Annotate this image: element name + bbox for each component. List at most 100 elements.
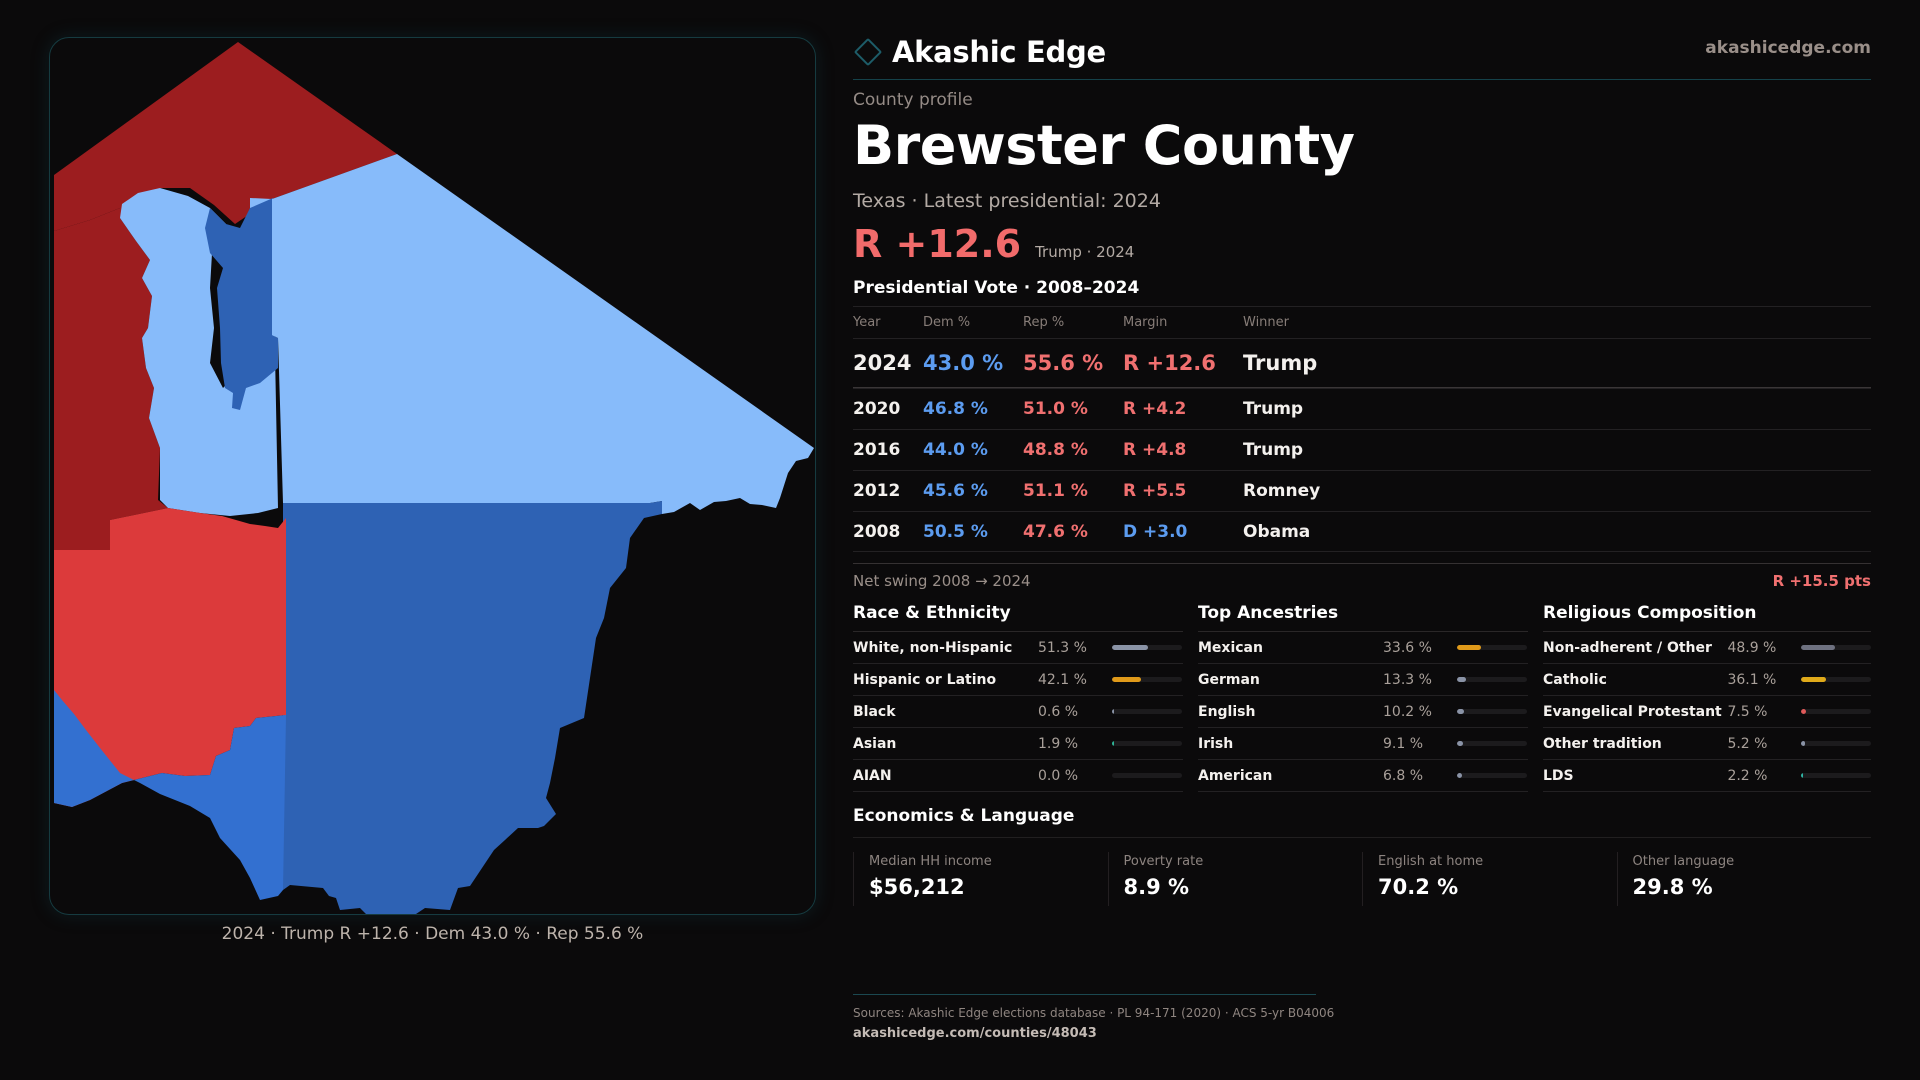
cell-year: 2012	[853, 481, 901, 501]
item-percent: 1.9 %	[1038, 735, 1079, 752]
map-region-southwest[interactable]	[54, 508, 286, 807]
section-divider	[853, 631, 1183, 632]
brand-name: Akashic Edge	[892, 35, 1106, 69]
stat-card-english: English at home 70.2 %	[1362, 852, 1617, 906]
col-year: Year	[853, 315, 881, 330]
item-percent: 2.2 %	[1727, 767, 1768, 784]
item-label: Other tradition	[1543, 735, 1662, 752]
map-region-south-central[interactable]	[283, 501, 662, 915]
table-row: 2012 45.6 % 51.1 % R +5.5 Romney	[853, 470, 1871, 511]
headline-margin-value: R +12.6	[853, 222, 1022, 266]
cell-margin: R +5.5	[1123, 481, 1187, 501]
brand[interactable]: Akashic Edge	[853, 30, 1106, 74]
item-label: LDS	[1543, 767, 1574, 784]
cell-year: 2024	[853, 351, 912, 375]
item-percent: 42.1 %	[1038, 671, 1087, 688]
item-percent: 51.3 %	[1038, 639, 1087, 656]
list-item: Non-adherent / Other 48.9 %	[1543, 632, 1871, 664]
presidential-vote-title: Presidential Vote · 2008–2024	[853, 278, 1140, 298]
footer-url-link[interactable]: akashicedge.com/counties/48043	[853, 1026, 1097, 1041]
item-percent: 6.8 %	[1383, 767, 1424, 784]
list-item: Asian 1.9 %	[853, 728, 1183, 760]
col-dem: Dem %	[923, 315, 971, 330]
item-percent: 9.1 %	[1383, 735, 1424, 752]
cell-dem: 46.8 %	[923, 399, 988, 419]
list-item: Evangelical Protestant 7.5 %	[1543, 696, 1871, 728]
map-region-corridor[interactable]	[120, 188, 278, 516]
cell-rep: 47.6 %	[1023, 521, 1088, 542]
economics-cards: Median HH income $56,212 Poverty rate 8.…	[853, 852, 1871, 906]
col-winner: Winner	[1243, 315, 1290, 330]
percent-bar-fill	[1457, 645, 1481, 650]
stat-value: 29.8 %	[1632, 875, 1713, 899]
percent-bar	[1801, 709, 1871, 714]
item-percent: 0.0 %	[1038, 767, 1079, 784]
cell-winner: Trump	[1243, 440, 1304, 460]
percent-bar	[1457, 773, 1527, 778]
cell-rep: 51.0 %	[1023, 399, 1088, 419]
cell-winner: Trump	[1243, 351, 1318, 375]
item-percent: 10.2 %	[1383, 703, 1432, 720]
list-item: LDS 2.2 %	[1543, 760, 1871, 792]
item-label: American	[1198, 767, 1273, 784]
stat-value: $56,212	[869, 875, 965, 899]
diamond-icon	[853, 37, 883, 67]
item-label: German	[1198, 671, 1260, 688]
table-row: 2024 43.0 % 55.6 % R +12.6 Trump	[853, 338, 1871, 388]
cell-margin: R +12.6	[1123, 351, 1216, 375]
percent-bar-fill	[1801, 741, 1805, 746]
cell-dem: 45.6 %	[923, 481, 988, 501]
list-item: Hispanic or Latino 42.1 %	[853, 664, 1183, 696]
cell-year: 2016	[853, 440, 901, 460]
race-ethnicity-section: Race & Ethnicity White, non-Hispanic 51.3…	[853, 601, 1183, 792]
cell-rep: 48.8 %	[1023, 440, 1088, 460]
item-label: Catholic	[1543, 671, 1607, 688]
map-region-north[interactable]	[54, 42, 397, 231]
percent-bar-fill	[1112, 677, 1142, 682]
list-item: AIAN 0.0 %	[853, 760, 1183, 792]
net-swing-label: Net swing 2008 → 2024	[853, 572, 1031, 590]
percent-bar	[1457, 741, 1527, 746]
cell-winner: Romney	[1243, 481, 1321, 501]
percent-bar	[1112, 773, 1182, 778]
percent-bar	[1112, 645, 1182, 650]
brand-url-link[interactable]: akashicedge.com	[1705, 38, 1871, 58]
section-divider	[1198, 631, 1528, 632]
cell-margin: R +4.2	[1123, 399, 1187, 419]
item-percent: 48.9 %	[1727, 639, 1777, 656]
percent-bar-fill	[1457, 773, 1462, 778]
map-caption: 2024 · Trump R +12.6 · Dem 43.0 % · Rep …	[221, 924, 644, 944]
map-region-south[interactable]	[54, 690, 286, 900]
religion-section: Religious Composition Non-adherent / Oth…	[1543, 601, 1871, 792]
presidential-vote-table: Year Dem % Rep % Margin Winner 2024 43.0 …	[853, 306, 1871, 552]
swing-divider	[853, 563, 1871, 564]
item-percent: 33.6 %	[1383, 639, 1432, 656]
map-region-sliver[interactable]	[205, 198, 278, 410]
percent-bar-fill	[1457, 741, 1464, 746]
table-row: 2008 50.5 % 47.6 % D +3.0 Obama	[853, 511, 1871, 552]
list-item: Black 0.6 %	[853, 696, 1183, 728]
stat-card-poverty: Poverty rate 8.9 %	[1107, 852, 1363, 906]
economics-title: Economics & Language	[853, 806, 1075, 826]
stat-label: Median HH income	[869, 854, 992, 869]
percent-bar	[1801, 677, 1871, 682]
percent-bar-fill	[1457, 709, 1465, 714]
stat-value: 8.9 %	[1123, 875, 1190, 899]
percent-bar	[1457, 677, 1527, 682]
list-item: Irish 9.1 %	[1198, 728, 1528, 760]
page-title: Brewster County	[853, 114, 1355, 177]
map-region-west[interactable]	[54, 203, 168, 550]
item-percent: 36.1 %	[1727, 671, 1777, 688]
list-item: American 6.8 %	[1198, 760, 1528, 792]
headline-margin: R +12.6 Trump · 2024	[853, 222, 1134, 266]
item-label: Irish	[1198, 735, 1234, 752]
percent-bar-fill	[1801, 645, 1836, 650]
item-label: White, non-Hispanic	[853, 639, 1013, 656]
cell-dem: 50.5 %	[923, 521, 988, 542]
cell-rep: 55.6 %	[1023, 351, 1104, 375]
stat-card-income: Median HH income $56,212	[853, 852, 1108, 906]
map-region-northeast[interactable]	[272, 154, 814, 514]
percent-bar	[1801, 741, 1871, 746]
cell-dem: 44.0 %	[923, 440, 988, 460]
cell-year: 2020	[853, 399, 901, 419]
